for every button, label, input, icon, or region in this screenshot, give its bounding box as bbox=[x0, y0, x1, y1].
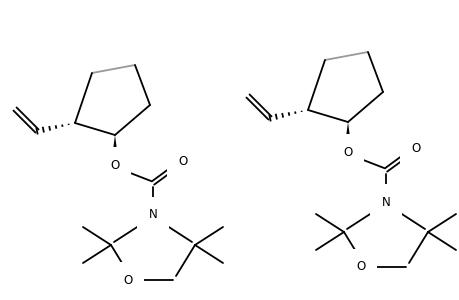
Text: O: O bbox=[342, 146, 352, 158]
Polygon shape bbox=[111, 135, 119, 165]
Text: O: O bbox=[110, 158, 119, 172]
Text: O: O bbox=[123, 274, 132, 286]
Text: O: O bbox=[356, 260, 365, 274]
Polygon shape bbox=[343, 122, 351, 152]
Text: N: N bbox=[148, 208, 157, 221]
Text: O: O bbox=[410, 142, 420, 154]
Text: N: N bbox=[381, 196, 390, 208]
Text: O: O bbox=[178, 154, 187, 167]
